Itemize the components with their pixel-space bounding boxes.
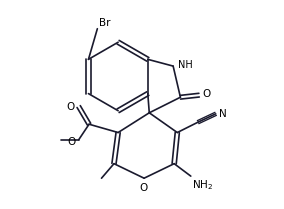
Text: O: O <box>203 89 211 99</box>
Text: Br: Br <box>99 18 111 28</box>
Text: O: O <box>67 137 76 147</box>
Text: NH: NH <box>178 60 193 70</box>
Text: N: N <box>220 109 227 119</box>
Text: O: O <box>139 183 147 193</box>
Text: NH$_2$: NH$_2$ <box>192 178 213 192</box>
Text: O: O <box>67 102 75 112</box>
